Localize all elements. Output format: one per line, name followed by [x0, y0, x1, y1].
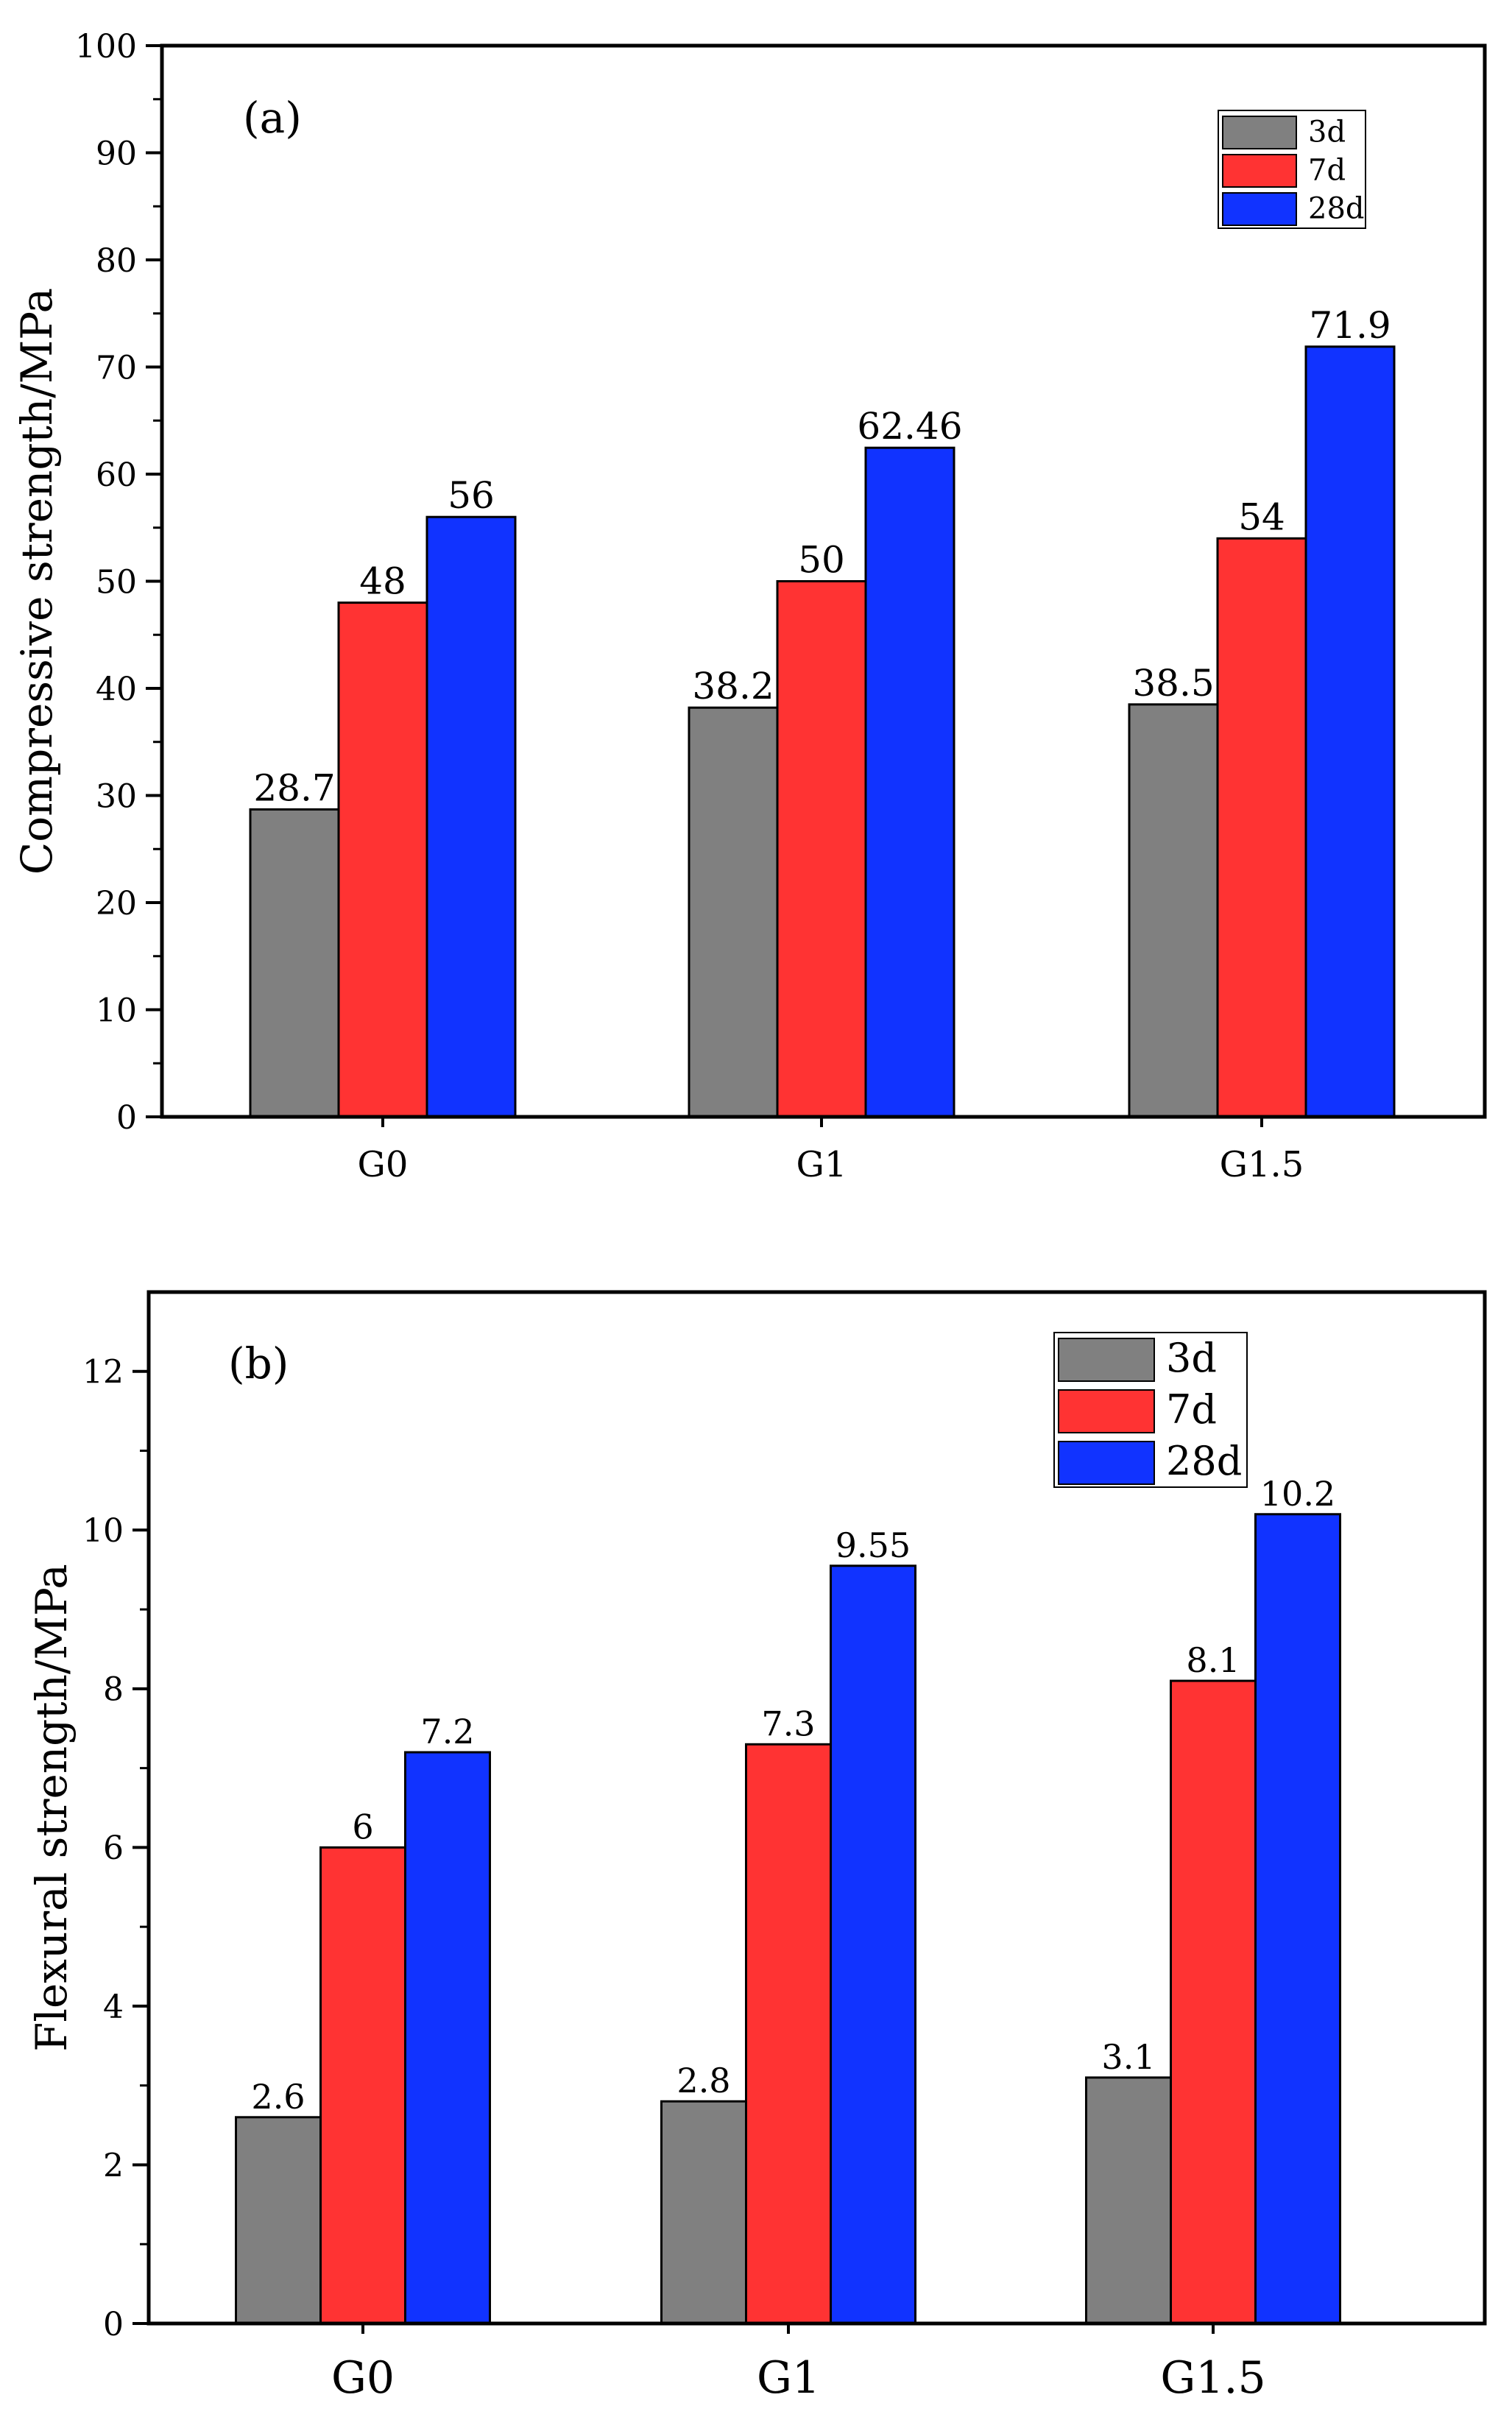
bar-G0-7d	[319, 1846, 406, 2325]
y-tick-label-40: 40	[96, 671, 137, 708]
y-tick-label-100: 100	[75, 28, 137, 66]
bar-G1.5-3d	[1085, 2076, 1172, 2325]
bar-G1-3d	[688, 706, 779, 1118]
bar-G1-28d	[864, 446, 955, 1118]
data-label-G1.5-3d: 38.5	[1132, 662, 1214, 705]
y-tick-label-50: 50	[96, 563, 137, 601]
legend-label-7d: 7d	[1166, 1386, 1217, 1433]
bar-G1-3d	[660, 2100, 747, 2325]
bar-G0-3d	[249, 808, 340, 1118]
y-axis-label: Flexural strength/MPa	[27, 1564, 77, 2052]
legend-label-28d: 28d	[1166, 1438, 1242, 1484]
data-label-G1-3d: 2.8	[676, 2061, 730, 2100]
bar-G1-28d	[830, 1564, 916, 2325]
legend-swatch-3d	[1058, 1338, 1155, 1382]
y-tick-label-8: 8	[103, 1671, 124, 1709]
legend-label-7d: 7d	[1308, 153, 1346, 187]
legend-label-3d: 3d	[1166, 1335, 1217, 1381]
y-tick-label-10: 10	[96, 992, 137, 1029]
legend-swatch-28d	[1058, 1441, 1155, 1485]
bar-G1.5-3d	[1128, 703, 1219, 1118]
y-tick-label-0: 0	[116, 1099, 137, 1137]
data-label-G1.5-28d: 71.9	[1309, 304, 1391, 347]
y-tick-label-6: 6	[103, 1829, 124, 1867]
chart-a: 28.7 48 56 G0 38.2 50 62.46 G1 38.5 54 71.9 G1.5 0 10…	[12, 28, 1487, 1185]
y-tick-label-30: 30	[96, 777, 137, 815]
y-tick-label-80: 80	[96, 242, 137, 280]
bar-G1.5-28d	[1254, 1513, 1341, 2325]
bar-G1.5-7d	[1170, 1679, 1257, 2325]
bar-G1.5-28d	[1304, 345, 1396, 1118]
y-tick-label-70: 70	[96, 349, 137, 387]
data-label-G0-3d: 2.6	[251, 2077, 305, 2117]
y-tick-label-10: 10	[82, 1512, 124, 1550]
chart-b: 2.6 6 7.2 G0 2.8 7.3 9.55 G1 3.1 8.1 10.2 G1.5 0 2 4 6 8…	[27, 1290, 1487, 2404]
bar-G0-7d	[337, 601, 428, 1118]
data-label-G1-7d: 50	[798, 539, 845, 582]
x-tick-label-G1.5: G1.5	[1220, 1144, 1304, 1185]
y-tick-label-4: 4	[103, 1989, 124, 2026]
legend-swatch-28d	[1222, 192, 1297, 226]
y-tick-label-60: 60	[96, 456, 137, 494]
y-tick-label-12: 12	[82, 1354, 124, 1391]
bar-G0-3d	[235, 2116, 322, 2325]
data-label-G1.5-3d: 3.1	[1101, 2037, 1155, 2077]
x-tick-label-G0: G0	[358, 1144, 409, 1185]
panel-label: (b)	[228, 1338, 289, 1389]
x-tick-label-G1.5: G1.5	[1160, 2352, 1265, 2404]
legend-swatch-3d	[1222, 116, 1297, 149]
x-tick-label-G1: G1	[757, 2352, 820, 2404]
data-label-G1-28d: 9.55	[836, 1525, 911, 1565]
panel-label: (a)	[243, 93, 302, 143]
x-tick-label-G0: G0	[331, 2352, 395, 2404]
bar-G0-28d	[425, 515, 517, 1118]
bar-G1.5-7d	[1216, 537, 1307, 1118]
bar-G0-28d	[404, 1751, 491, 2325]
y-axis-label: Compressive strength/MPa	[12, 288, 62, 875]
data-label-G0-28d: 56	[448, 474, 495, 517]
data-label-G1.5-28d: 10.2	[1260, 1474, 1335, 1514]
data-label-G1-3d: 38.2	[692, 665, 774, 708]
legend-label-28d: 28d	[1308, 191, 1365, 225]
bar-G1-7d	[776, 580, 867, 1118]
data-label-G0-28d: 7.2	[420, 1712, 474, 1751]
y-tick-label-90: 90	[96, 135, 137, 172]
plot-frame	[146, 1290, 1487, 2326]
data-label-G0-7d: 48	[359, 560, 406, 603]
y-tick-label-2: 2	[103, 2147, 124, 2184]
data-label-G0-3d: 28.7	[253, 766, 335, 809]
legend-label-3d: 3d	[1308, 115, 1346, 149]
data-label-G0-7d: 6	[352, 1807, 373, 1846]
legend-swatch-7d	[1222, 154, 1297, 188]
y-tick-label-20: 20	[96, 885, 137, 922]
data-label-G1.5-7d: 54	[1238, 495, 1285, 538]
y-tick-label-0: 0	[103, 2306, 124, 2343]
x-tick-label-G1: G1	[796, 1144, 847, 1185]
data-label-G1.5-7d: 8.1	[1186, 1640, 1240, 1680]
data-label-G1-28d: 62.46	[857, 405, 962, 448]
data-label-G1-7d: 7.3	[761, 1704, 815, 1743]
plot-frame	[160, 43, 1487, 1119]
legend-swatch-7d	[1058, 1389, 1155, 1433]
bar-G1-7d	[745, 1743, 832, 2325]
